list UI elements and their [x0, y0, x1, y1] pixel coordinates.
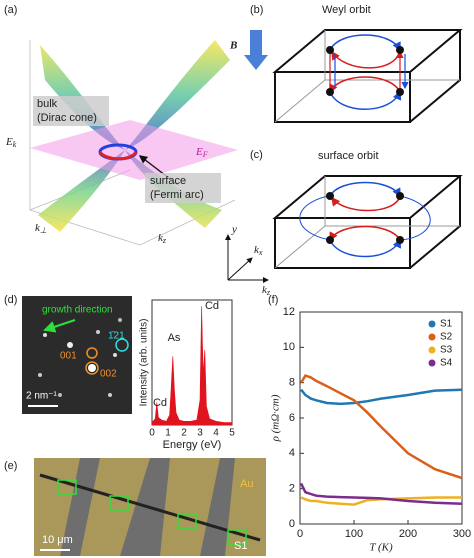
field-label: B	[229, 40, 237, 52]
surface-orbit-title: surface orbit	[318, 150, 379, 162]
x-tick-label: 2	[181, 428, 187, 439]
x-tick-label: 200	[399, 528, 417, 540]
panel-label: (b)	[250, 4, 263, 16]
peak-label: Cd	[153, 397, 167, 409]
y-axis-label: ρ (mΩ·cm)	[270, 394, 282, 442]
legend-marker	[428, 333, 436, 341]
legend-marker	[428, 346, 436, 354]
weyl-orbit-box	[244, 29, 463, 123]
spot-label: 001	[60, 351, 77, 362]
series-line	[299, 482, 463, 505]
series-line	[300, 374, 463, 480]
surface-label: surface	[150, 175, 186, 187]
legend-label: S1	[440, 319, 453, 330]
legend-label: S2	[440, 332, 453, 343]
x-axis-label: Energy (eV)	[163, 439, 222, 451]
x-tick-label: 4	[213, 428, 219, 439]
y-tick-label: 12	[283, 306, 295, 318]
series-line	[300, 388, 463, 406]
x-tick-label: 5	[229, 428, 235, 439]
x-axis-label: T (K)	[369, 542, 393, 554]
peak-label: Cd	[205, 300, 219, 312]
x-tick-label: 1	[165, 428, 171, 439]
energy-axis-label: Ek	[5, 136, 17, 149]
spot-label: 1̄21	[108, 331, 125, 342]
y-tick-label: 6	[289, 412, 295, 424]
bulk-label: (Dirac cone)	[37, 112, 97, 124]
panel-label: (a)	[4, 4, 17, 16]
legend-marker	[428, 359, 436, 367]
plot-frame	[299, 311, 463, 525]
y-tick-label: 2	[289, 483, 295, 495]
growth-label: growth direction	[42, 305, 113, 316]
sample-label: S1	[234, 540, 247, 552]
spot-label: 002	[100, 369, 117, 380]
panel-label: (c)	[250, 149, 263, 161]
x-tick-label: 0	[149, 428, 155, 439]
legend-label: S4	[440, 358, 453, 369]
axis-label: y	[231, 224, 237, 236]
y-tick-label: 4	[289, 447, 295, 459]
spectrum	[151, 306, 233, 426]
au-label: Au	[240, 478, 253, 490]
scale-label: 2 nm⁻¹	[26, 391, 58, 402]
x-tick-label: 300	[453, 528, 471, 540]
x-tick-label: 3	[197, 428, 203, 439]
weyl-title: Weyl orbit	[322, 4, 371, 16]
legend-label: S3	[440, 345, 453, 356]
panel-label: (e)	[4, 460, 17, 472]
peak-label: As	[168, 332, 181, 344]
kz-label: kz	[158, 232, 167, 245]
axis-label: kx	[254, 244, 263, 257]
series-line	[300, 496, 462, 506]
panel-label: (d)	[4, 294, 17, 306]
scale-label: 10 μm	[42, 534, 73, 546]
x-tick-label: 100	[345, 528, 363, 540]
band-illustration	[29, 40, 238, 246]
device-image	[34, 458, 266, 556]
surface-orbit-box	[225, 175, 463, 283]
kperp-label: k⊥	[35, 222, 47, 235]
diffraction-image	[22, 296, 132, 414]
y-tick-label: 10	[283, 341, 295, 353]
y-tick-label: 0	[289, 518, 295, 530]
y-axis-label: Intensity (arb. units)	[139, 319, 150, 407]
surface-label: (Fermi arc)	[150, 189, 204, 201]
x-tick-label: 0	[297, 528, 303, 540]
fermi-label: EF	[195, 146, 208, 159]
bulk-label: bulk	[37, 98, 58, 110]
panel-label: (f)	[268, 294, 278, 306]
legend-marker	[428, 320, 436, 328]
y-tick-label: 8	[289, 377, 295, 389]
axis-label: kz	[262, 284, 271, 297]
